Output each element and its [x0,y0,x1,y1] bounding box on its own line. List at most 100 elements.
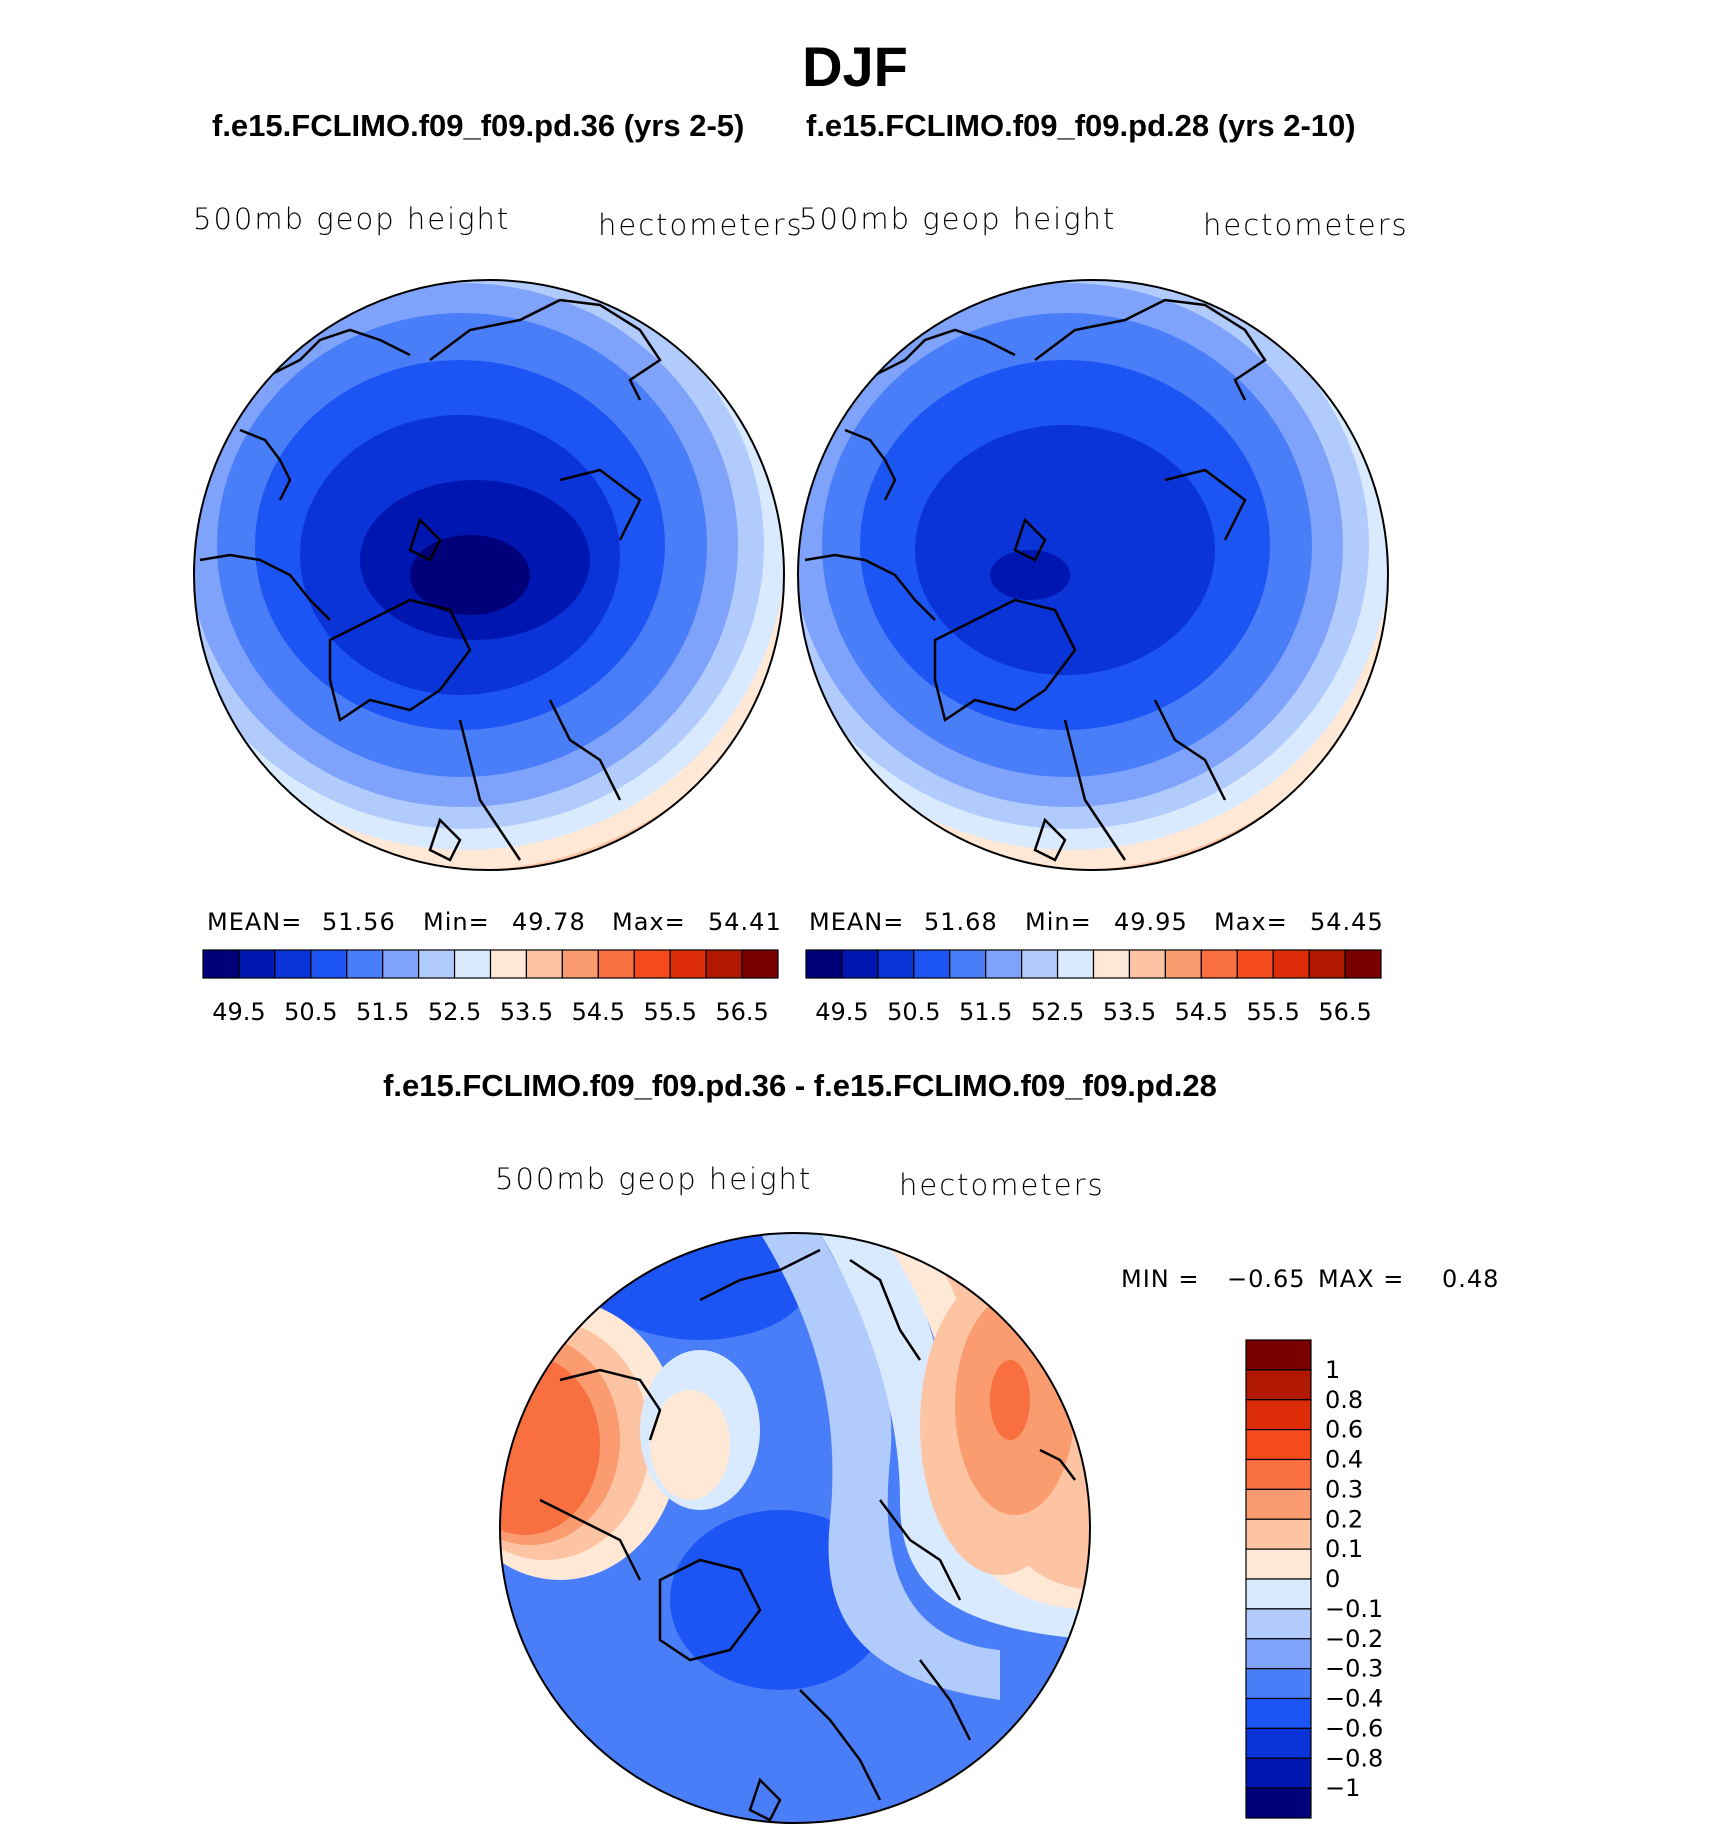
difference-colorbar: 10.80.60.40.30.20.10−0.1−0.2−0.3−0.4−0.6… [1245,1339,1383,1819]
p2-colorbar-tick-label: 49.5 [815,998,868,1026]
difference-colorbar-tick-label: −1 [1325,1774,1360,1802]
panel-2-min-value: 49.95 [1114,908,1188,936]
difference-colorbar-swatch [1245,1339,1312,1371]
p1-coastlines [199,298,662,862]
panel-2-max-label: Max= [1214,908,1288,936]
p2-colorbar-swatch [1092,949,1131,979]
difference-map [499,1232,1091,1824]
difference-colorbar-swatch [1245,1369,1312,1401]
difference-colorbar-tick-label: −0.1 [1325,1595,1383,1623]
p1-colorbar-tick-label: 51.5 [356,998,409,1026]
p2-colorbar-swatch [1200,949,1238,979]
p1-colorbar-tick-label: 52.5 [428,998,481,1026]
p2-colorbar-swatch [985,949,1023,979]
p2-colorbar-tick-label: 51.5 [959,998,1012,1026]
difference-colorbar-tick-label: −0.8 [1325,1744,1383,1772]
panel-2-title: f.e15.FCLIMO.f09_f09.pd.28 (yrs 2-10) [806,108,1356,143]
p1-colorbar-tick-label: 49.5 [212,998,265,1026]
p1-colorbar-tick-label: 50.5 [284,998,337,1026]
panel-2-variable-label: 500mb geop height [799,202,1117,236]
difference-units-label: hectometers [899,1168,1105,1202]
difference-colorbar-tick-label: 0.3 [1325,1475,1363,1503]
difference-colorbar-swatch [1245,1787,1312,1819]
p2-colorbar-swatch [1128,949,1166,979]
panel-1-colorbar: 49.5 50.5 51.5 52.5 53.5 54.5 55.5 56.5 [202,949,779,1026]
panel-2-max-value: 54.45 [1310,908,1384,936]
difference-colorbar-tick-label: 0.1 [1325,1535,1363,1563]
panel-1-units-label: hectometers [598,208,804,242]
p2-colorbar-swatch [877,949,915,979]
d-zero-band [820,1233,1090,1640]
difference-colorbar-tick-label: −0.6 [1325,1714,1383,1742]
difference-colorbar-swatch [1245,1727,1312,1759]
panel-1-variable-label: 500mb geop height [193,202,511,236]
difference-min-label: MIN = [1121,1265,1200,1293]
p1-colorbar-swatch [346,949,384,979]
p2-colorbar-swatch [1308,949,1346,979]
panel-1-max-label: Max= [612,908,686,936]
d-lightblue-band [760,1233,1000,1700]
d-map-border [499,1232,1091,1824]
p2-map-border [797,279,1389,871]
panel-2-colorbar: 49.5 50.5 51.5 52.5 53.5 54.5 55.5 56.5 [805,949,1382,1026]
difference-colorbar-tick-label: 1 [1325,1356,1340,1384]
panel-1-min-value: 49.78 [512,908,586,936]
difference-colorbar-tick-label: −0.2 [1325,1625,1383,1653]
difference-variable-label: 500mb geop height [495,1162,813,1196]
p2-colorbar-swatch [1272,949,1310,979]
difference-colorbar-tick-label: −0.4 [1325,1685,1383,1713]
p2-colorbar-swatch [1344,949,1382,979]
p1-colorbar-swatch [310,949,348,979]
difference-colorbar-tick-label: 0.2 [1325,1505,1363,1533]
difference-colorbar-swatch [1245,1697,1312,1729]
difference-colorbar-swatch [1245,1578,1312,1610]
p1-colorbar-tick-label: 54.5 [572,998,625,1026]
difference-colorbar-swatch [1245,1458,1312,1490]
panel-1-title: f.e15.FCLIMO.f09_f09.pd.36 (yrs 2-5) [212,108,745,143]
difference-colorbar-tick-label: 0.4 [1325,1446,1363,1474]
p2-colorbar-swatch [841,949,879,979]
p1-colorbar-swatch [669,949,707,979]
p2-colorbar-tick-label: 52.5 [1031,998,1084,1026]
difference-colorbar-swatch [1245,1488,1312,1520]
p1-colorbar-swatch [705,949,743,979]
figure-title: DJF [802,35,908,98]
p2-coastlines [804,298,1267,862]
difference-colorbar-swatch [1245,1399,1312,1431]
p2-colorbar-swatch [1164,949,1202,979]
p2-colorbar-swatch [1056,949,1095,979]
difference-colorbar-swatch [1245,1757,1312,1789]
difference-colorbar-tick-label: −0.3 [1325,1655,1383,1683]
p2-colorbar-swatch [1021,949,1059,979]
difference-colorbar-swatch [1245,1638,1312,1670]
difference-colorbar-swatch [1245,1518,1312,1550]
panel-2-map [797,279,1389,871]
p2-colorbar-tick-label: 54.5 [1175,998,1228,1026]
p2-colorbar-tick-label: 50.5 [887,998,940,1026]
panel-1-max-value: 54.41 [708,908,782,936]
d-coastlines [539,1248,1076,1822]
p1-colorbar-swatch [418,949,456,979]
p2-colorbar-swatch [805,949,843,979]
difference-max-label: MAX = [1318,1265,1405,1293]
p2-band-505 [915,425,1215,675]
difference-colorbar-tick-label: 0.8 [1325,1386,1363,1414]
p1-colorbar-tick-label: 53.5 [500,998,553,1026]
panel-1-map [193,279,785,871]
p1-colorbar-swatch [525,949,563,979]
p2-colorbar-swatch [949,949,987,979]
p2-colorbar-tick-label: 53.5 [1103,998,1156,1026]
p1-colorbar-swatch [238,949,276,979]
p1-band-495 [410,535,530,615]
panel-1-mean-label: MEAN= [207,908,303,936]
p1-colorbar-swatch [561,949,599,979]
panel-2-mean-value: 51.68 [924,908,998,936]
p1-colorbar-swatch [597,949,635,979]
p1-colorbar-swatch [741,949,779,979]
d-west-04 [500,1355,600,1535]
d-pos-04 [990,1360,1030,1440]
p1-colorbar-swatch [453,949,492,979]
panel-2-units-label: hectometers [1203,208,1409,242]
p2-colorbar-swatch [913,949,951,979]
